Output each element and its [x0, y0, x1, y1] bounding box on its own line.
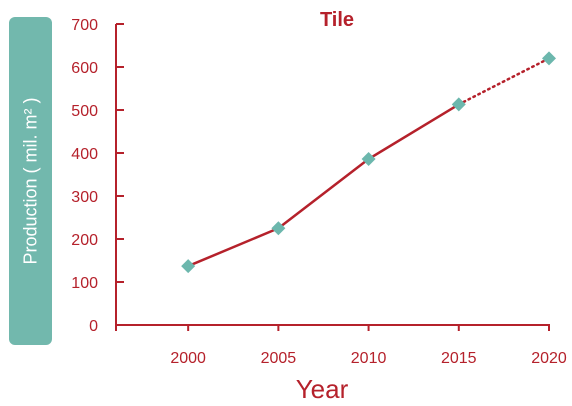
x-axis-label: Year — [296, 374, 349, 404]
y-tick-label: 700 — [71, 17, 98, 34]
data-point-marker — [181, 259, 196, 274]
data-point-marker — [451, 97, 466, 112]
series-line-segment — [186, 227, 280, 268]
data-point-marker — [271, 221, 286, 236]
x-tick-label: 2015 — [441, 350, 477, 367]
axes: 0 100 200 300 400 500 600 700 2000 2005 2010 2015 20… — [71, 17, 567, 367]
y-tick-label: 0 — [89, 318, 98, 335]
x-tick-label: 2010 — [351, 350, 387, 367]
x-tick-label: 2005 — [261, 350, 297, 367]
series-line-segment-projected — [457, 57, 551, 106]
y-tick-label: 600 — [71, 60, 98, 77]
x-tick-label: 2020 — [531, 350, 567, 367]
y-tick-label: 300 — [71, 189, 98, 206]
data-point-marker — [542, 51, 556, 66]
y-tick-label: 500 — [71, 103, 98, 120]
x-tick-label: 2000 — [170, 350, 206, 367]
series-line-segment — [367, 103, 461, 161]
y-tick-label: 100 — [71, 275, 98, 292]
y-axis-label-box: Production ( mil. m² ) — [9, 17, 52, 345]
y-tick-label: 400 — [71, 146, 98, 163]
series-group — [181, 51, 556, 274]
chart-title: Tile — [320, 9, 354, 31]
data-point-marker — [361, 152, 376, 167]
series-line-segment — [277, 157, 370, 230]
y-tick-label: 200 — [71, 232, 98, 249]
